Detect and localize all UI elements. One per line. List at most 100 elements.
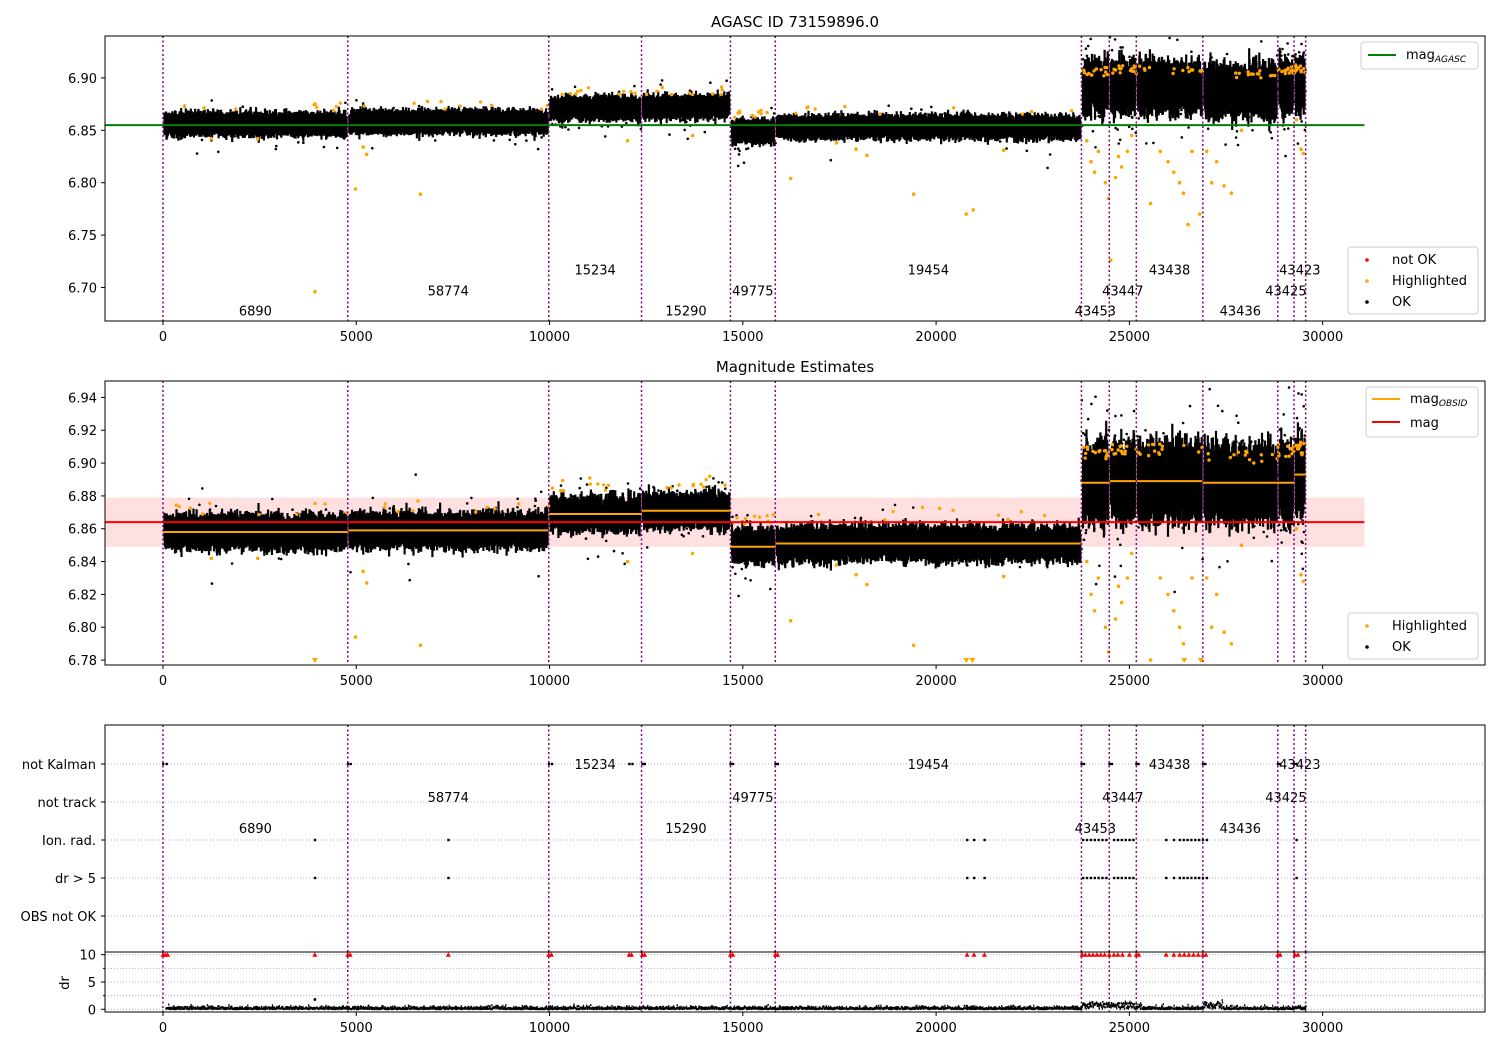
dr-clipped-marker — [642, 952, 648, 957]
highlighted-point — [579, 88, 583, 93]
highlighted-point — [1113, 175, 1118, 180]
flag-point — [1093, 838, 1096, 842]
panel2-obsid-means — [162, 473, 1306, 548]
ok-point — [1181, 421, 1185, 425]
panel4-x-axis: 0 5000 10000 15000 20000 25000 30000 — [159, 1012, 1343, 1036]
ok-point — [200, 138, 204, 142]
highlighted-point — [1286, 444, 1290, 448]
highlighted-point — [1239, 128, 1244, 133]
highlighted-point — [602, 483, 606, 487]
dr-tick-label: 0 — [88, 1003, 96, 1018]
highlighted-point — [1119, 600, 1124, 605]
dr-clipped-marker — [1136, 952, 1142, 957]
ok-point — [1283, 128, 1286, 131]
flag-point — [1201, 876, 1205, 880]
ok-point — [210, 99, 213, 102]
highlighted-point — [1116, 584, 1121, 588]
ok-point — [388, 507, 392, 510]
ok-point — [539, 490, 543, 494]
ok-point — [534, 499, 537, 503]
y-tick-label: 6.82 — [68, 588, 97, 603]
highlighted-point — [1081, 445, 1086, 449]
highlighted-point — [1300, 451, 1305, 455]
flag-point — [1085, 838, 1089, 842]
flag-point — [776, 762, 779, 766]
ok-point — [1162, 431, 1165, 435]
obsid-label: 15234 — [574, 264, 615, 279]
flag-point — [1172, 876, 1176, 880]
panel3-plot-area — [162, 725, 1307, 952]
ok-point — [335, 146, 339, 150]
highlighted-point — [539, 107, 544, 111]
highlighted-point — [1276, 445, 1280, 450]
ok-point — [625, 121, 628, 125]
highlighted-point — [1098, 448, 1102, 453]
highlighted-point — [622, 89, 626, 94]
highlighted-point — [806, 105, 810, 109]
ok-point — [724, 487, 727, 491]
ok-point — [1295, 416, 1299, 420]
dr-clipped-marker — [445, 952, 451, 957]
highlighted-point — [1295, 67, 1299, 72]
highlighted-point — [382, 505, 387, 510]
ok-point — [1082, 431, 1085, 435]
y-tick-label: 6.90 — [68, 72, 97, 87]
highlighted-point — [1234, 71, 1238, 75]
flag-point — [1082, 762, 1086, 766]
flag-point — [966, 838, 969, 842]
highlighted-point — [756, 110, 761, 114]
x-tick-label: 25000 — [1109, 330, 1150, 345]
ok-point — [1226, 560, 1229, 563]
obsid-label: 15290 — [665, 822, 706, 837]
clipped-marker — [963, 658, 970, 663]
ok-point — [1292, 522, 1295, 526]
highlighted-point — [1298, 64, 1303, 68]
ok-point — [584, 537, 588, 540]
ok-point — [470, 496, 473, 500]
ok-point — [998, 140, 1002, 143]
highlighted-point — [951, 508, 955, 512]
flag-point — [1295, 762, 1298, 766]
ok-point — [1251, 129, 1254, 132]
flag-row-label: dr > 5 — [55, 872, 96, 887]
dr-clipped-marker — [1090, 952, 1096, 957]
highlighted-point — [1152, 449, 1157, 453]
flag-point — [973, 876, 976, 880]
highlighted-point — [1290, 65, 1294, 69]
dr-clipped-marker — [1295, 952, 1301, 957]
ok-point — [676, 489, 679, 493]
legend2-ok: OK — [1392, 640, 1411, 655]
ok-point — [344, 101, 347, 105]
highlighted-point — [1186, 66, 1190, 70]
ok-point — [1082, 538, 1086, 542]
highlighted-point — [1243, 453, 1248, 457]
ok-point — [537, 574, 540, 578]
ok-point — [881, 508, 885, 512]
panel4-dr-points — [165, 998, 1307, 1011]
legend-mag-obsid-base: mag — [1410, 392, 1439, 407]
ok-point — [1297, 50, 1301, 54]
highlighted-point — [364, 581, 369, 585]
highlighted-point — [1246, 70, 1250, 74]
highlighted-point — [1181, 191, 1186, 195]
highlighted-point — [937, 506, 942, 511]
dr-clipped-marker — [165, 952, 171, 957]
panel4-clipped-markers — [160, 952, 1301, 957]
panel4-y-axis: 0 5 10 — [79, 949, 105, 1018]
obsid-label: 19454 — [908, 264, 949, 279]
ok-point — [1084, 529, 1088, 532]
x-tick-label: 5000 — [340, 674, 373, 689]
ok-point — [1292, 437, 1295, 441]
highlighted-point — [1166, 592, 1170, 597]
flag-point — [550, 762, 554, 766]
flag-point — [1276, 762, 1280, 766]
highlighted-point — [202, 106, 206, 110]
dr-clipped-marker — [1203, 952, 1209, 957]
ok-point — [1137, 526, 1140, 529]
x-tick-label: 25000 — [1109, 674, 1150, 689]
ok-point — [639, 127, 643, 131]
highlighted-point — [854, 572, 858, 577]
ok-point — [1117, 142, 1120, 145]
flag-point — [1137, 762, 1140, 766]
highlighted-point — [412, 101, 416, 105]
